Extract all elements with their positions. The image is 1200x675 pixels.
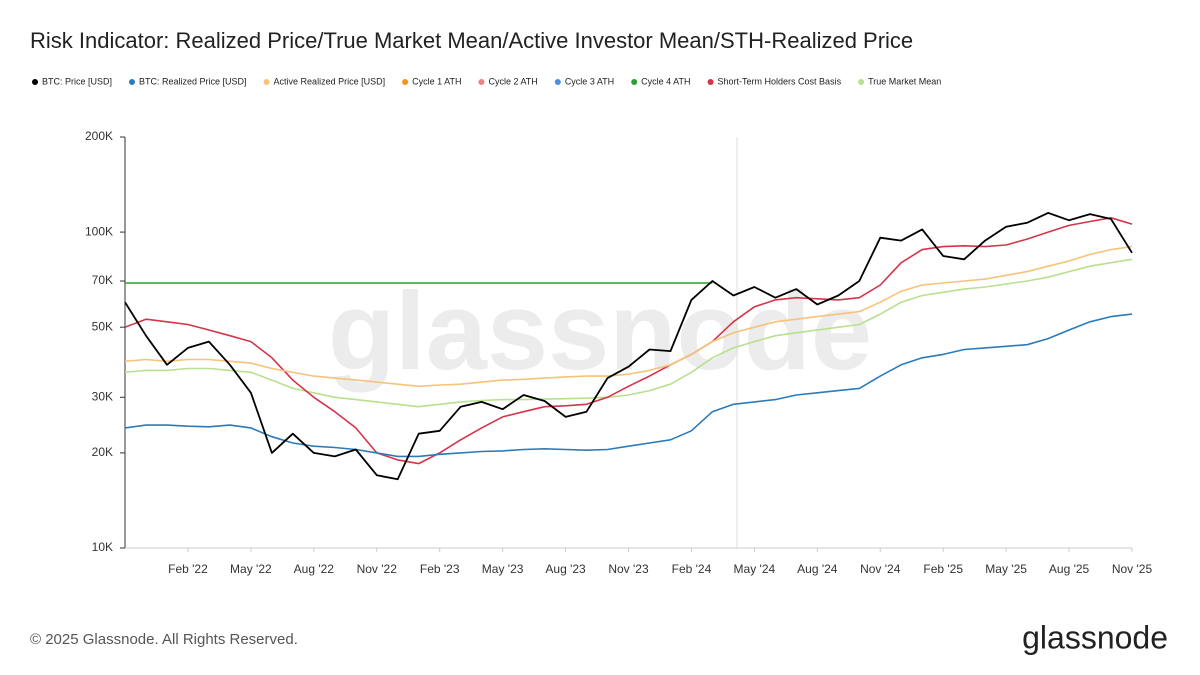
y-tick-label: 200K <box>85 129 113 143</box>
legend-label: Active Realized Price [USD] <box>274 76 386 86</box>
x-tick-label: Aug '24 <box>797 562 838 576</box>
x-tick-label: Aug '23 <box>545 562 586 576</box>
x-tick-label: Aug '25 <box>1049 562 1090 576</box>
x-tick-label: May '24 <box>734 562 776 576</box>
legend-label: Cycle 4 ATH <box>641 76 690 86</box>
x-tick-label: May '23 <box>482 562 524 576</box>
x-tick-label: Feb '25 <box>923 562 963 576</box>
legend-label: Cycle 2 ATH <box>488 76 537 86</box>
legend-marker <box>32 79 38 85</box>
series-line <box>124 217 1133 465</box>
y-tick-label: 50K <box>92 319 113 333</box>
x-tick-label: Nov '23 <box>608 562 649 576</box>
x-tick-label: Feb '24 <box>672 562 712 576</box>
series-line <box>124 212 1133 481</box>
legend-marker <box>402 79 409 85</box>
legend-marker <box>263 79 270 85</box>
footer: © 2025 Glassnode. All Rights Reserved. <box>30 631 298 648</box>
series-line <box>124 258 1133 408</box>
legend-marker <box>129 79 136 85</box>
y-tick-label: 20K <box>92 445 113 459</box>
legend-marker <box>858 79 865 85</box>
legend-label: Short-Term Holders Cost Basis <box>718 76 842 86</box>
legend-marker <box>631 79 638 85</box>
legend-marker <box>707 79 714 85</box>
chart-title: Risk Indicator: Realized Price/True Mark… <box>30 28 913 53</box>
legend-label: BTC: Price [USD] <box>42 76 112 86</box>
x-tick-label: Nov '22 <box>357 562 398 576</box>
legend-label: True Market Mean <box>868 76 941 86</box>
legend-label: Cycle 3 ATH <box>565 76 614 86</box>
watermark: glassnode <box>328 270 872 393</box>
legend-marker <box>478 79 485 85</box>
x-tick-label: Nov '24 <box>860 562 901 576</box>
legend-label: BTC: Realized Price [USD] <box>139 76 247 86</box>
y-tick-label: 30K <box>92 389 113 403</box>
series-line <box>124 313 1133 458</box>
logo: glassnode <box>1022 619 1168 655</box>
x-tick-label: Feb '22 <box>168 562 208 576</box>
x-tick-label: May '25 <box>985 562 1027 576</box>
x-tick-label: Feb '23 <box>420 562 460 576</box>
y-tick-label: 10K <box>92 540 113 554</box>
legend-marker <box>554 79 561 85</box>
series-line <box>124 245 1133 388</box>
x-tick-label: Nov '25 <box>1112 562 1153 576</box>
legend-label: Cycle 1 ATH <box>412 76 461 86</box>
x-tick-label: May '22 <box>230 562 272 576</box>
x-tick-label: Aug '22 <box>294 562 335 576</box>
y-tick-label: 100K <box>85 224 113 238</box>
y-tick-label: 70K <box>92 273 113 287</box>
